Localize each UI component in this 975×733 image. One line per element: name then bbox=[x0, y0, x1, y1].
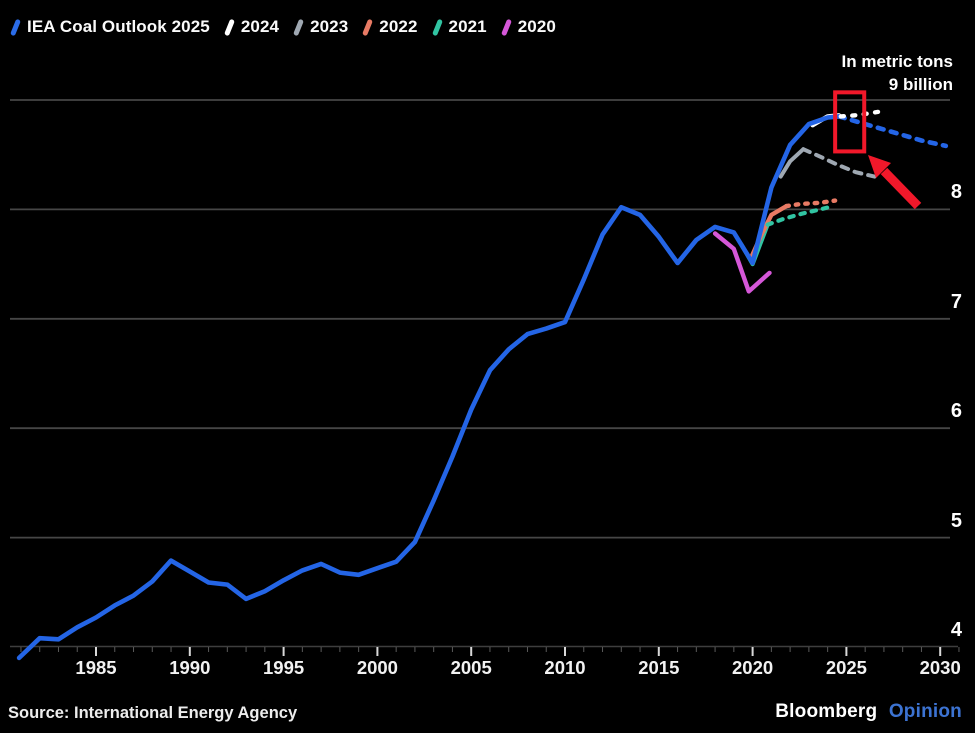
series-2025-history-line bbox=[16, 114, 842, 661]
legend-label: 2022 bbox=[379, 17, 418, 36]
source-note: Source: International Energy Agency bbox=[8, 704, 298, 722]
series-2021-forecast-dotted-line bbox=[765, 204, 836, 227]
x-axis-label-2020: 2020 bbox=[732, 657, 774, 678]
legend-item-outlook-2021: 2021 bbox=[431, 17, 487, 37]
legend-item-outlook-2024: 2024 bbox=[223, 17, 280, 37]
y-axis-label-7: 7 bbox=[950, 290, 962, 313]
series-2020-history-line bbox=[712, 231, 772, 294]
legend-item-iea-coal-outlook-2025: IEA Coal Outlook 2025 bbox=[9, 17, 210, 37]
legend-label: 2023 bbox=[310, 17, 349, 36]
legend-label: 2021 bbox=[448, 17, 487, 36]
x-axis-label-1995: 1995 bbox=[263, 657, 305, 678]
bloomberg-logo: Bloomberg Opinion bbox=[775, 701, 962, 723]
y-axis-label-5: 5 bbox=[950, 509, 962, 532]
annotation-arrow-head-icon bbox=[868, 155, 891, 178]
legend-item-outlook-2020: 2020 bbox=[500, 17, 556, 37]
x-axis-label-2010: 2010 bbox=[544, 657, 586, 678]
axis-unit-label: In metric tons 9 billion bbox=[842, 50, 953, 96]
y-axis-label-6: 6 bbox=[950, 400, 962, 423]
legend-label: IEA Coal Outlook 2025 bbox=[27, 17, 210, 36]
x-axis-label-2005: 2005 bbox=[450, 657, 492, 678]
legend-item-outlook-2023: 2023 bbox=[293, 17, 349, 37]
series-2022-forecast-dotted-line bbox=[784, 198, 838, 209]
x-axis-label-1985: 1985 bbox=[75, 657, 117, 678]
series-2025-forecast-dotted-line bbox=[836, 114, 949, 149]
x-axis-label-2000: 2000 bbox=[356, 657, 398, 678]
series-2023-forecast-dotted-line bbox=[801, 147, 877, 179]
y-axis-label-4: 4 bbox=[950, 619, 962, 641]
legend-item-outlook-2022: 2022 bbox=[362, 17, 418, 37]
opinion-wordmark: Opinion bbox=[888, 701, 962, 722]
legend-label: 2024 bbox=[240, 17, 280, 36]
x-axis-label-2025: 2025 bbox=[825, 657, 867, 678]
bloomberg-wordmark: Bloomberg bbox=[775, 701, 878, 722]
annotation-arrow-shaft bbox=[880, 167, 922, 210]
unit-9-billion-label: 9 billion bbox=[888, 75, 953, 94]
highlight-rectangle bbox=[833, 90, 867, 154]
y-axis-label-8: 8 bbox=[950, 181, 962, 204]
series-2023-history-line bbox=[778, 147, 806, 179]
legend: IEA Coal Outlook 2025 2024 2023 2022 2021 202… bbox=[9, 12, 967, 42]
legend-label: 2020 bbox=[517, 17, 556, 36]
x-axis-label-2030: 2030 bbox=[919, 657, 961, 678]
unit-metric-tons-label: In metric tons bbox=[841, 52, 953, 71]
x-axis-label-1990: 1990 bbox=[169, 657, 211, 678]
x-axis-label-2015: 2015 bbox=[638, 657, 680, 678]
